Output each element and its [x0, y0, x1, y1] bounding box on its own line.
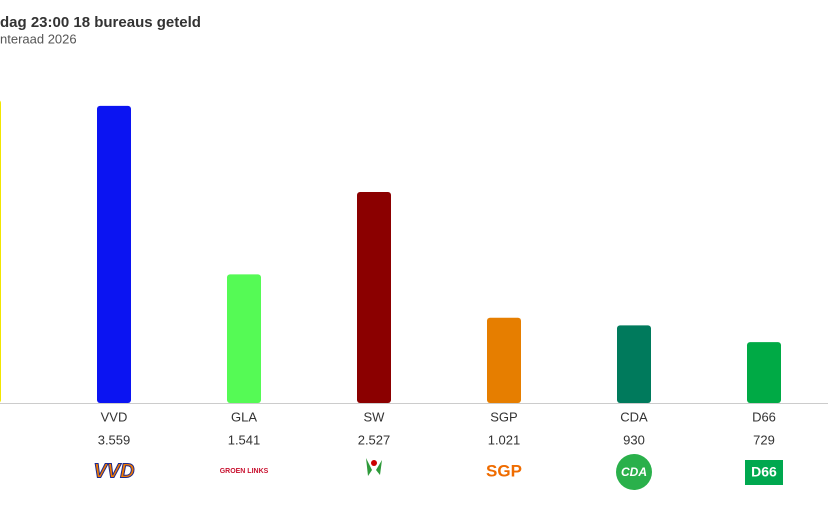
value-label: 729: [753, 432, 775, 447]
value-label: 930: [623, 432, 645, 447]
x-tick-label: SGP: [490, 409, 517, 424]
logo-shape: [616, 454, 652, 490]
x-tick-label: VVD: [101, 409, 128, 424]
party-logo: VVD: [93, 460, 134, 482]
value-label: 1.541: [228, 432, 261, 447]
x-tick-label: SW: [364, 409, 386, 424]
value-label: 3.559: [98, 432, 131, 447]
party-logo: GROEN LINKS: [220, 468, 269, 475]
bar: [0, 100, 1, 403]
bar: [227, 274, 261, 403]
logo-shape: [745, 460, 783, 485]
x-tick-label: D66: [752, 409, 776, 424]
x-tick-label: CDA: [620, 409, 648, 424]
logo-shape: [371, 460, 377, 466]
chart-subtitle: nteraad 2026: [0, 31, 77, 46]
value-label: 1.021: [488, 432, 521, 447]
party-logo: SGP: [486, 461, 522, 480]
bar: [487, 317, 521, 403]
chart-title: dag 23:00 18 bureaus geteld: [0, 14, 201, 31]
bar: [747, 342, 781, 403]
party-logo: [366, 458, 382, 476]
logo-shape: [376, 460, 382, 475]
party-logo: D66: [751, 464, 777, 480]
x-tick-label: GLA: [231, 409, 257, 424]
party-logo: CDA: [621, 465, 647, 479]
bar: [97, 105, 131, 404]
logo-shape: [366, 458, 372, 476]
bar: [357, 191, 391, 403]
value-label: 2.527: [358, 432, 391, 447]
bar: [617, 325, 651, 403]
